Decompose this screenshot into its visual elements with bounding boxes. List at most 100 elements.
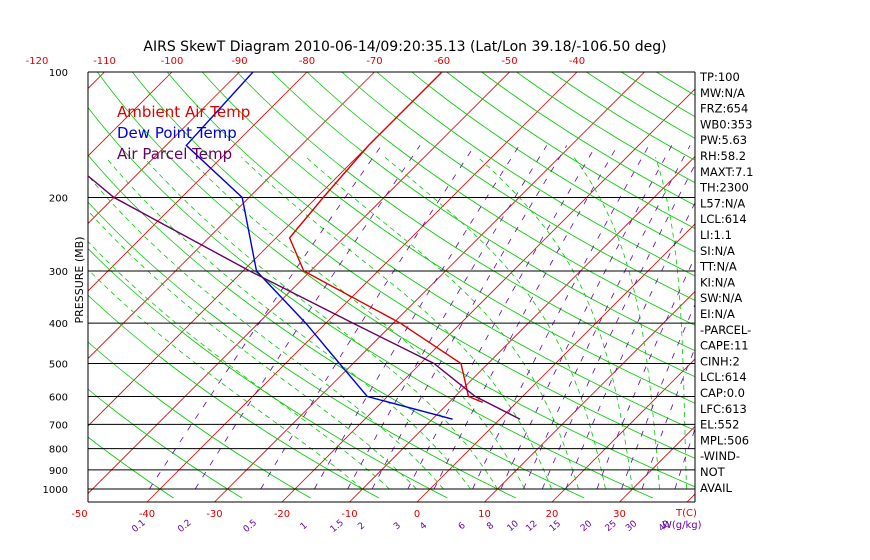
dry-adiabat-line bbox=[376, 72, 695, 277]
bottom-temperature-tick-label: -20 bbox=[274, 509, 290, 520]
mixing-ratio-line bbox=[523, 145, 691, 490]
bottom-temperature-tick-label: -10 bbox=[341, 509, 357, 520]
isotherm-line bbox=[88, 72, 375, 360]
pressure-label: 1000 bbox=[43, 485, 68, 496]
info-label: TH:2300 bbox=[699, 181, 749, 195]
mixing-ratio-line bbox=[371, 145, 568, 490]
info-label: CINH:2 bbox=[700, 354, 740, 368]
info-label: LCL:614 bbox=[700, 370, 747, 384]
mixing-ratio-line bbox=[500, 145, 673, 490]
top-axis-tick-label: -40 bbox=[569, 56, 585, 67]
mixing-ratio-tick-label: 8 bbox=[485, 521, 496, 533]
top-axis-tick-label: -70 bbox=[366, 56, 382, 67]
dry-adiabat-line bbox=[201, 72, 695, 404]
info-label: RH:58.2 bbox=[700, 149, 746, 163]
mixing-ratio-line bbox=[674, 427, 695, 490]
info-label: SI:N/A bbox=[700, 244, 735, 258]
pressure-label: 300 bbox=[49, 267, 68, 278]
mixing-ratio-line bbox=[194, 145, 421, 490]
legend-dew-point-temp: Dew Point Temp bbox=[117, 124, 237, 142]
info-label: MW:N/A bbox=[700, 86, 745, 100]
info-label: L57:N/A bbox=[700, 196, 745, 210]
bottom-temperature-tick-label: 30 bbox=[613, 509, 626, 520]
info-label: WB0:353 bbox=[700, 117, 752, 131]
dry-adiabat-line bbox=[236, 72, 695, 378]
bottom-temperature-tick-label: 20 bbox=[546, 509, 559, 520]
mixing-ratio-tick-label: 1 bbox=[299, 521, 310, 532]
bottom-temperature-tick-label: 10 bbox=[478, 509, 491, 520]
dry-adiabat-line bbox=[166, 72, 695, 431]
info-label: TP:100 bbox=[699, 70, 740, 84]
moist-adiabat-line bbox=[88, 268, 363, 490]
moist-adiabat-line bbox=[384, 156, 606, 490]
top-axis-tick-label: -60 bbox=[434, 56, 450, 67]
info-label: EI:N/A bbox=[700, 307, 735, 321]
mixing-ratio-tick-label: 2 bbox=[356, 521, 367, 532]
isotherm-line bbox=[281, 88, 695, 502]
dry-adiabat-line bbox=[88, 341, 311, 499]
mixing-ratio-line bbox=[472, 145, 650, 490]
chart-title: AIRS SkewT Diagram 2010-06-14/09:20:35.1… bbox=[143, 39, 666, 55]
pressure-label: 800 bbox=[49, 445, 68, 456]
moist-adiabat-line bbox=[187, 156, 525, 490]
mixing-ratio-line bbox=[260, 145, 476, 490]
top-axis-tick-label: -120 bbox=[26, 56, 49, 67]
bottom-temperature-tick-label: -30 bbox=[206, 509, 222, 520]
dry-adiabat-line bbox=[88, 388, 243, 499]
bottom-temperature-tick-label: -40 bbox=[139, 509, 155, 520]
isotherm-line bbox=[349, 155, 695, 502]
info-label: LFC:613 bbox=[700, 402, 747, 416]
info-label: SW:N/A bbox=[700, 291, 742, 305]
legend-air-parcel-temp: Air Parcel Temp bbox=[117, 145, 232, 163]
info-label: NOT bbox=[700, 465, 726, 479]
isotherm-line bbox=[416, 223, 695, 502]
info-label: CAPE:11 bbox=[700, 339, 749, 353]
bottom-temperature-tick-label: 0 bbox=[414, 509, 420, 520]
isotherm-line bbox=[619, 425, 695, 502]
bottom-temperature-ticks: -50 -40 -30 -20 -10 0 10 20 30 bbox=[71, 509, 626, 520]
dry-adiabat-line bbox=[411, 72, 695, 253]
pressure-label: 900 bbox=[49, 466, 68, 477]
dry-adiabat-line bbox=[551, 72, 695, 161]
top-axis-tick-label: -80 bbox=[299, 56, 315, 67]
top-axis-tick-label: -50 bbox=[501, 56, 517, 67]
dry-adiabat-line bbox=[88, 106, 653, 499]
pressure-label: 600 bbox=[49, 393, 68, 404]
dry-adiabat-line bbox=[131, 72, 695, 459]
dry-adiabat-line bbox=[271, 72, 695, 352]
top-axis-tick-label: -100 bbox=[161, 56, 184, 67]
info-label: CAP:0.0 bbox=[700, 386, 745, 400]
isotherm-line bbox=[551, 358, 695, 502]
isobar-lines bbox=[87, 71, 696, 503]
moist-adiabat-line bbox=[88, 175, 444, 490]
temperature-unit-label: T(C) bbox=[675, 508, 697, 519]
mixing-ratio-line bbox=[347, 145, 548, 490]
top-axis-tick-label: -110 bbox=[93, 56, 116, 67]
legend-ambient-air-temp: Ambient Air Temp bbox=[117, 103, 250, 121]
mixing-ratio-lines bbox=[149, 145, 695, 490]
dry-adiabat-line bbox=[341, 72, 695, 301]
pressure-label: 700 bbox=[49, 420, 68, 431]
mixing-ratio-line bbox=[314, 145, 520, 490]
pressure-label: 500 bbox=[49, 360, 68, 371]
dry-adiabat-line bbox=[88, 154, 585, 499]
dry-adiabat-line bbox=[88, 294, 380, 499]
bottom-temperature-tick-label: -50 bbox=[71, 509, 87, 520]
isotherm-line bbox=[146, 72, 578, 502]
isotherm-line bbox=[88, 72, 240, 225]
info-label: -PARCEL- bbox=[700, 323, 751, 337]
pressure-axis-labels: 100 200 300 400 500 600 700 800 900 1000 bbox=[43, 68, 68, 496]
dry-adiabat-line bbox=[446, 72, 695, 229]
info-label: MPL:506 bbox=[700, 433, 749, 447]
pressure-label: 200 bbox=[49, 194, 68, 205]
info-label: TT:N/A bbox=[699, 260, 737, 274]
dry-adiabat-line bbox=[481, 72, 695, 206]
mixing-ratio-line bbox=[596, 255, 695, 490]
info-label: EL:552 bbox=[700, 418, 740, 432]
top-axis-tick-label: -90 bbox=[231, 56, 247, 67]
mixing-ratio-tick-label: 3 bbox=[392, 521, 403, 532]
info-label: LCL:614 bbox=[700, 212, 747, 226]
